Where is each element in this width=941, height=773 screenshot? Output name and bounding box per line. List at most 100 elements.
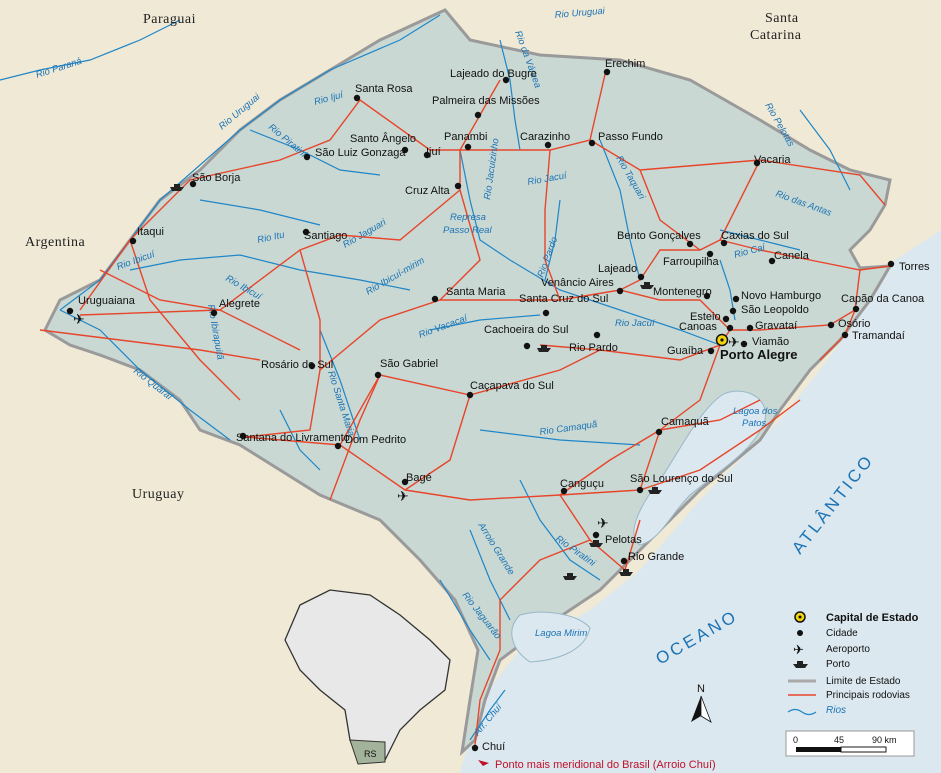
- city-label: Rosário do Sul: [261, 359, 333, 371]
- airplane-icon: ✈: [597, 515, 609, 531]
- city-dot: [353, 94, 361, 102]
- north-label: N: [697, 683, 705, 695]
- city-label: Passo Fundo: [598, 131, 663, 143]
- cities-layer: Erechim Lajeado do Bugre Palmeira das Mi…: [66, 58, 930, 753]
- scale-tick-45: 45: [834, 735, 844, 745]
- city-dot: [129, 237, 137, 245]
- city-label: Erechim: [605, 58, 645, 70]
- passo-real-label: Passo Real: [443, 225, 492, 236]
- city-label: Caçapava do Sul: [470, 380, 554, 392]
- city-label: São Borja: [192, 172, 241, 184]
- legend-border-label: Limite de Estado: [826, 676, 901, 687]
- airplane-icon: ✈: [73, 311, 85, 327]
- brazil-inset-map: RS: [284, 589, 451, 765]
- city-dot: [401, 146, 409, 154]
- city-label: Tramandaí: [852, 330, 905, 342]
- city-label: Carazinho: [520, 131, 570, 143]
- roads-layer: [39, 69, 891, 746]
- footnote-label: Ponto mais meridional do Brasil (Arroio …: [495, 759, 716, 771]
- scale-bar: 0 45 90 km: [785, 730, 915, 757]
- city-dot: [887, 260, 895, 268]
- city-label: Cruz Alta: [405, 185, 451, 197]
- ship-icon: [619, 569, 633, 576]
- label-santa-catarina-2: Catarina: [750, 28, 802, 43]
- city-dot: [466, 391, 474, 399]
- city-dot: [720, 239, 728, 247]
- city-dot: [729, 307, 737, 315]
- city-dot: [66, 307, 74, 315]
- city-label: Canguçu: [560, 478, 604, 490]
- label-paraguai: Paraguai: [143, 12, 196, 27]
- city-label: Bagé: [406, 472, 432, 484]
- city-dot: [706, 250, 714, 258]
- lagoa-mirim: [511, 611, 591, 663]
- city-label: Itaqui: [137, 226, 164, 238]
- airports: ✈ ✈ ✈ ✈: [73, 311, 740, 531]
- city-dot: [616, 287, 624, 295]
- ship-icon: [563, 573, 577, 580]
- city-label: Novo Hamburgo: [741, 290, 821, 302]
- city-label: Canela: [774, 250, 810, 262]
- ship-icon: [170, 184, 184, 191]
- north-arrow: N: [691, 683, 712, 723]
- city-dot: [302, 228, 310, 236]
- legend-river-label: Rios: [826, 705, 846, 716]
- city-dot: [544, 141, 552, 149]
- river-label: Rio Jacuí: [615, 318, 656, 329]
- city-label: Capão da Canoa: [841, 293, 925, 305]
- city-dot: [593, 331, 601, 339]
- scale-tick-0: 0: [793, 735, 798, 745]
- label-argentina: Argentina: [25, 235, 86, 250]
- city-label: Rio Grande: [628, 551, 684, 563]
- city-dot: [542, 309, 550, 317]
- city-label: São Leopoldo: [741, 304, 809, 316]
- airplane-icon: ✈: [728, 334, 740, 350]
- ship-icon: [648, 487, 662, 494]
- city-label: Santa Maria: [446, 286, 506, 298]
- legend-ship-icon: [793, 661, 808, 668]
- city-dot: [474, 111, 482, 119]
- city-label: Torres: [899, 261, 930, 273]
- city-dot: [726, 324, 734, 332]
- label-lagoa-dos-patos-2: Patos: [742, 418, 767, 429]
- city-label: Esteio: [690, 311, 721, 323]
- label-uruguay: Uruguay: [132, 487, 185, 502]
- city-dot: [431, 295, 439, 303]
- city-dot: [620, 557, 628, 565]
- city-label: Dom Pedrito: [345, 434, 406, 446]
- city-dot: [686, 240, 694, 248]
- city-dot: [334, 442, 342, 450]
- city-label: São Gabriel: [380, 358, 438, 370]
- river-label-represa: Represa Passo Real: [443, 212, 492, 236]
- city-label: Gravataí: [755, 320, 797, 332]
- city-dot: [852, 305, 860, 313]
- city-dot: [827, 321, 835, 329]
- legend-city-icon: [797, 630, 803, 636]
- city-dot: [768, 257, 776, 265]
- city-dot: [464, 143, 472, 151]
- rivers-layer: [0, 14, 851, 741]
- city-label: São Luiz Gonzaga: [315, 147, 406, 159]
- city-label: Santiago: [304, 230, 347, 242]
- city-dot: [746, 324, 754, 332]
- scale-tick-90: 90 km: [872, 735, 897, 745]
- city-dot: [308, 362, 316, 370]
- ship-icon: [640, 282, 654, 289]
- city-dot: [189, 180, 197, 188]
- city-dot: [636, 486, 644, 494]
- airplane-icon: ✈: [397, 488, 409, 504]
- city-label: Lajeado: [598, 263, 637, 275]
- city-label: Venâncio Aires: [541, 277, 614, 289]
- city-label: Lajeado do Bugre: [450, 68, 537, 80]
- city-label: Panambi: [444, 131, 487, 143]
- city-dot: [471, 744, 479, 752]
- city-label: São Lourenço do Sul: [630, 473, 733, 485]
- city-dot: [732, 295, 740, 303]
- city-label: Caxias do Sul: [721, 230, 789, 242]
- city-label: Rio Pardo: [569, 342, 618, 354]
- city-dot: [722, 315, 730, 323]
- city-label: Santana do Livramento: [236, 432, 350, 444]
- city-dot: [753, 159, 761, 167]
- ship-icon: [537, 345, 551, 352]
- city-label: Viamão: [752, 336, 789, 348]
